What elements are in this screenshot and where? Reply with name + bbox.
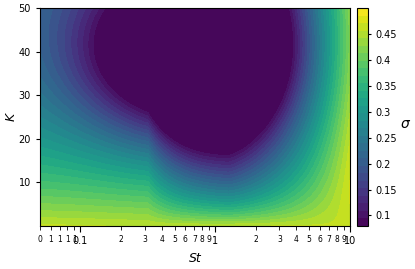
- X-axis label: St: St: [188, 252, 201, 265]
- Y-axis label: K: K: [4, 113, 17, 121]
- Y-axis label: σ: σ: [401, 117, 410, 131]
